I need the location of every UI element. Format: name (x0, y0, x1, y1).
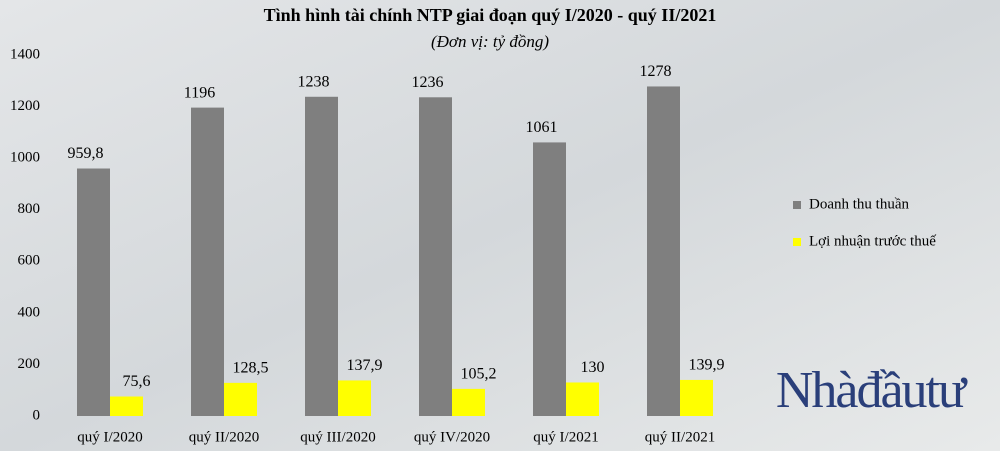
data-label: 75,6 (123, 373, 151, 390)
data-label: 139,9 (689, 357, 725, 374)
legend-swatch (793, 201, 801, 209)
x-tick-label: quý III/2020 (300, 429, 375, 445)
bar (191, 107, 224, 417)
data-label: 1278 (640, 63, 672, 80)
data-label: 959,8 (68, 145, 104, 162)
y-tick-label: 0 (33, 407, 41, 423)
chart-title: Tình hình tài chính NTP giai đoạn quý I/… (264, 5, 717, 25)
legend-swatch (793, 238, 801, 246)
x-tick-label: quý I/2020 (77, 429, 142, 445)
y-tick-label: 800 (18, 201, 41, 217)
y-tick-label: 400 (18, 304, 41, 320)
x-tick-label: quý I/2021 (533, 429, 598, 445)
bar (305, 96, 338, 416)
watermark: Nhàđầutư (776, 362, 968, 419)
legend-label: Doanh thu thuần (809, 196, 909, 212)
data-label: 1061 (526, 119, 558, 136)
data-label: 137,9 (347, 357, 383, 374)
bar (533, 142, 566, 416)
x-tick-label: quý II/2021 (645, 429, 715, 445)
data-label: 1238 (298, 73, 330, 90)
bar (680, 379, 713, 416)
data-label: 105,2 (461, 366, 497, 383)
x-tick-label: quý IV/2020 (414, 429, 490, 445)
bar (452, 388, 485, 416)
data-label: 1236 (412, 74, 444, 91)
y-tick-label: 1400 (10, 46, 40, 62)
bar (224, 382, 257, 416)
data-label: 128,5 (233, 360, 269, 377)
data-label: 130 (581, 359, 605, 376)
y-tick-label: 1000 (10, 150, 40, 166)
data-label: 1196 (184, 84, 215, 101)
bar (77, 168, 110, 416)
bar (419, 97, 452, 416)
x-tick-label: quý II/2020 (189, 429, 259, 445)
bar (110, 396, 143, 416)
chart-subtitle: (Đơn vị: tỷ đồng) (431, 32, 549, 51)
bar (338, 380, 371, 416)
legend-label: Lợi nhuận trước thuế (809, 233, 936, 249)
y-tick-label: 1200 (10, 98, 40, 114)
y-tick-label: 600 (18, 253, 41, 269)
y-tick-label: 200 (18, 356, 41, 372)
bar (647, 86, 680, 417)
bar (566, 382, 599, 416)
